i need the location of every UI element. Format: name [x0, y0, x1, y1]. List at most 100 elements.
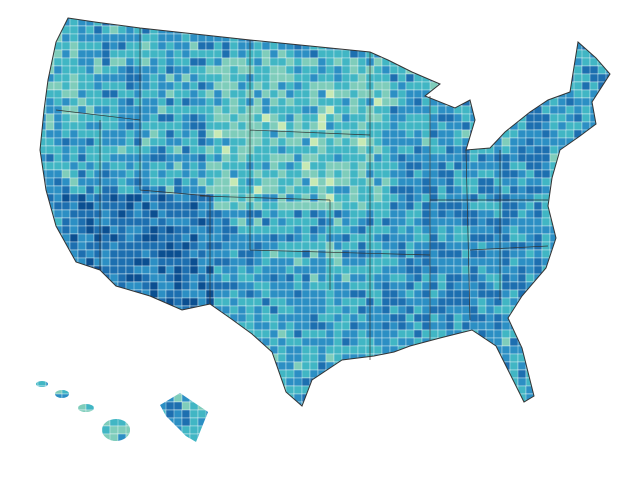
county	[525, 217, 535, 227]
county	[61, 177, 71, 187]
county	[525, 18, 535, 19]
county	[405, 361, 423, 371]
county	[349, 377, 367, 387]
county	[437, 145, 447, 155]
county	[36, 321, 47, 331]
county	[565, 385, 575, 395]
county	[509, 73, 519, 83]
county	[533, 337, 543, 347]
county	[36, 97, 39, 107]
county	[565, 353, 575, 363]
county	[397, 361, 407, 371]
county	[141, 65, 151, 75]
county	[573, 441, 591, 442]
county	[589, 369, 599, 379]
county	[341, 313, 351, 323]
county	[157, 305, 167, 315]
county	[477, 233, 487, 243]
county	[533, 409, 543, 419]
county	[573, 289, 583, 299]
county	[237, 137, 247, 147]
county	[37, 409, 47, 419]
county	[133, 161, 143, 171]
county	[189, 185, 199, 195]
county	[141, 337, 151, 347]
county	[237, 18, 247, 27]
county	[317, 345, 327, 355]
county	[525, 89, 535, 99]
county	[614, 26, 622, 34]
county	[309, 361, 319, 371]
county	[253, 401, 263, 411]
county	[525, 337, 535, 347]
county	[501, 73, 511, 83]
county	[93, 97, 103, 107]
county	[141, 353, 151, 363]
county	[541, 377, 551, 387]
county	[405, 441, 415, 442]
county	[477, 369, 495, 379]
county	[325, 401, 343, 411]
county	[37, 417, 47, 427]
county	[614, 10, 622, 18]
county	[117, 369, 135, 379]
county	[165, 377, 175, 387]
county	[45, 353, 55, 363]
county	[325, 409, 335, 419]
county	[117, 18, 135, 27]
county	[509, 409, 519, 419]
county	[581, 177, 599, 187]
county	[557, 265, 567, 275]
county	[37, 329, 47, 339]
county	[45, 289, 55, 299]
county	[541, 233, 551, 243]
county	[541, 18, 551, 27]
county	[221, 361, 231, 371]
county	[381, 233, 391, 243]
county	[349, 281, 359, 291]
county	[405, 425, 415, 435]
county	[381, 129, 391, 139]
county	[181, 41, 191, 51]
county	[597, 193, 607, 203]
county	[149, 233, 159, 243]
county	[501, 65, 511, 75]
county	[221, 353, 231, 363]
county	[261, 305, 271, 315]
county	[413, 273, 423, 283]
county	[309, 18, 327, 27]
county	[269, 18, 279, 27]
county	[293, 137, 303, 147]
county	[373, 241, 383, 251]
county	[309, 433, 319, 442]
county	[157, 209, 167, 219]
county	[277, 345, 287, 355]
county	[77, 385, 87, 395]
county	[213, 353, 231, 363]
county	[221, 345, 231, 355]
county	[285, 289, 295, 299]
county	[189, 377, 199, 387]
county	[389, 393, 407, 403]
county	[213, 25, 231, 35]
county	[445, 337, 455, 347]
county	[485, 105, 495, 115]
county	[581, 57, 591, 67]
county	[597, 57, 610, 67]
county	[45, 441, 63, 442]
county	[61, 393, 71, 403]
county	[413, 33, 423, 43]
county	[493, 41, 511, 51]
county	[557, 105, 567, 115]
county	[549, 73, 559, 83]
county	[445, 57, 455, 67]
county	[389, 265, 399, 275]
county	[349, 305, 359, 315]
county	[36, 265, 47, 275]
county	[36, 169, 39, 179]
county	[85, 305, 95, 315]
county	[333, 57, 343, 67]
county	[165, 417, 175, 427]
county	[525, 417, 543, 427]
county	[549, 113, 559, 123]
